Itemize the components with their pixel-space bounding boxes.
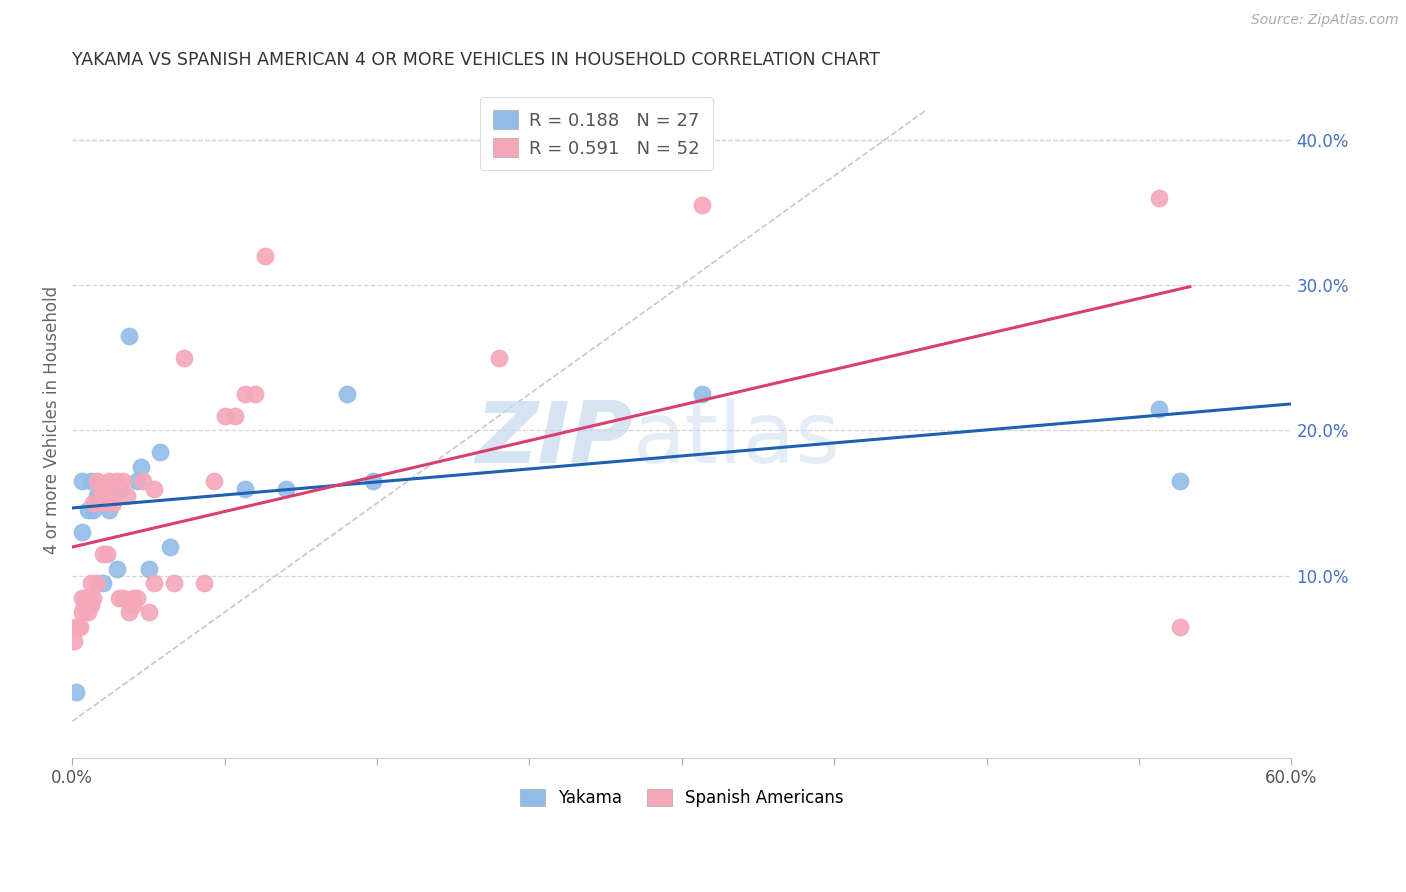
Point bbox=[91, 489, 114, 503]
Point bbox=[115, 489, 138, 503]
Point bbox=[97, 475, 120, 489]
Point bbox=[224, 409, 246, 423]
Point bbox=[193, 576, 215, 591]
Point bbox=[690, 387, 713, 401]
Point bbox=[105, 475, 128, 489]
Point bbox=[122, 598, 145, 612]
Point bbox=[65, 685, 87, 699]
Point bbox=[86, 475, 108, 489]
Text: 27: 27 bbox=[686, 107, 711, 126]
Point bbox=[87, 489, 110, 503]
Point bbox=[77, 503, 100, 517]
Point bbox=[93, 482, 115, 496]
Point bbox=[100, 482, 122, 496]
Point bbox=[69, 620, 91, 634]
Text: YAKAMA VS SPANISH AMERICAN 4 OR MORE VEHICLES IN HOUSEHOLD CORRELATION CHART: YAKAMA VS SPANISH AMERICAN 4 OR MORE VEH… bbox=[72, 51, 880, 69]
Point bbox=[105, 561, 128, 575]
Point bbox=[142, 576, 165, 591]
Text: atlas: atlas bbox=[633, 399, 841, 482]
Point bbox=[101, 496, 124, 510]
Point bbox=[72, 475, 94, 489]
Point bbox=[110, 482, 132, 496]
Point bbox=[91, 576, 114, 591]
Point bbox=[131, 459, 153, 474]
Text: Source: ZipAtlas.com: Source: ZipAtlas.com bbox=[1251, 13, 1399, 28]
Point bbox=[96, 547, 118, 561]
Point bbox=[488, 351, 510, 365]
Point bbox=[214, 409, 236, 423]
Point bbox=[75, 591, 97, 605]
Point bbox=[73, 598, 96, 612]
Point bbox=[142, 482, 165, 496]
Point bbox=[77, 591, 100, 605]
Point bbox=[1149, 191, 1171, 205]
Point bbox=[112, 591, 135, 605]
Point bbox=[97, 503, 120, 517]
Point bbox=[127, 475, 149, 489]
Text: 52: 52 bbox=[686, 141, 711, 159]
Point bbox=[118, 605, 141, 619]
Point bbox=[173, 351, 195, 365]
Point bbox=[138, 561, 160, 575]
Point bbox=[243, 387, 266, 401]
Point bbox=[112, 475, 135, 489]
Point bbox=[82, 503, 104, 517]
Point bbox=[82, 496, 104, 510]
Text: 0.188: 0.188 bbox=[571, 107, 627, 126]
Point bbox=[127, 591, 149, 605]
Point bbox=[86, 576, 108, 591]
Point bbox=[101, 482, 124, 496]
Point bbox=[72, 525, 94, 540]
Text: ZIP: ZIP bbox=[475, 399, 633, 482]
Point bbox=[86, 489, 108, 503]
Point bbox=[149, 445, 172, 459]
Point bbox=[91, 547, 114, 561]
Point bbox=[361, 475, 384, 489]
Y-axis label: 4 or more Vehicles in Household: 4 or more Vehicles in Household bbox=[44, 285, 60, 554]
Point bbox=[233, 482, 256, 496]
Point bbox=[132, 475, 155, 489]
Point bbox=[118, 329, 141, 343]
Point bbox=[690, 198, 713, 212]
Point bbox=[79, 576, 101, 591]
Point bbox=[1168, 475, 1191, 489]
Point bbox=[335, 387, 357, 401]
Point bbox=[233, 387, 256, 401]
Point bbox=[138, 605, 160, 619]
Point bbox=[87, 496, 110, 510]
Point bbox=[63, 634, 86, 648]
Point bbox=[1149, 401, 1171, 416]
Point bbox=[1168, 620, 1191, 634]
Point bbox=[122, 591, 145, 605]
Point bbox=[79, 475, 101, 489]
Point bbox=[87, 489, 110, 503]
Point bbox=[65, 620, 87, 634]
Point bbox=[204, 475, 226, 489]
Point bbox=[90, 482, 112, 496]
Point bbox=[108, 591, 131, 605]
Legend: Yakama, Spanish Americans: Yakama, Spanish Americans bbox=[513, 782, 851, 814]
Point bbox=[77, 605, 100, 619]
Point bbox=[97, 496, 120, 510]
Point bbox=[72, 605, 94, 619]
Point bbox=[67, 620, 90, 634]
Point bbox=[159, 540, 181, 554]
Point bbox=[274, 482, 297, 496]
Point bbox=[79, 598, 101, 612]
Point bbox=[163, 576, 186, 591]
Text: 0.591: 0.591 bbox=[571, 141, 627, 159]
Point bbox=[254, 249, 277, 263]
Point bbox=[82, 591, 104, 605]
Point bbox=[72, 591, 94, 605]
